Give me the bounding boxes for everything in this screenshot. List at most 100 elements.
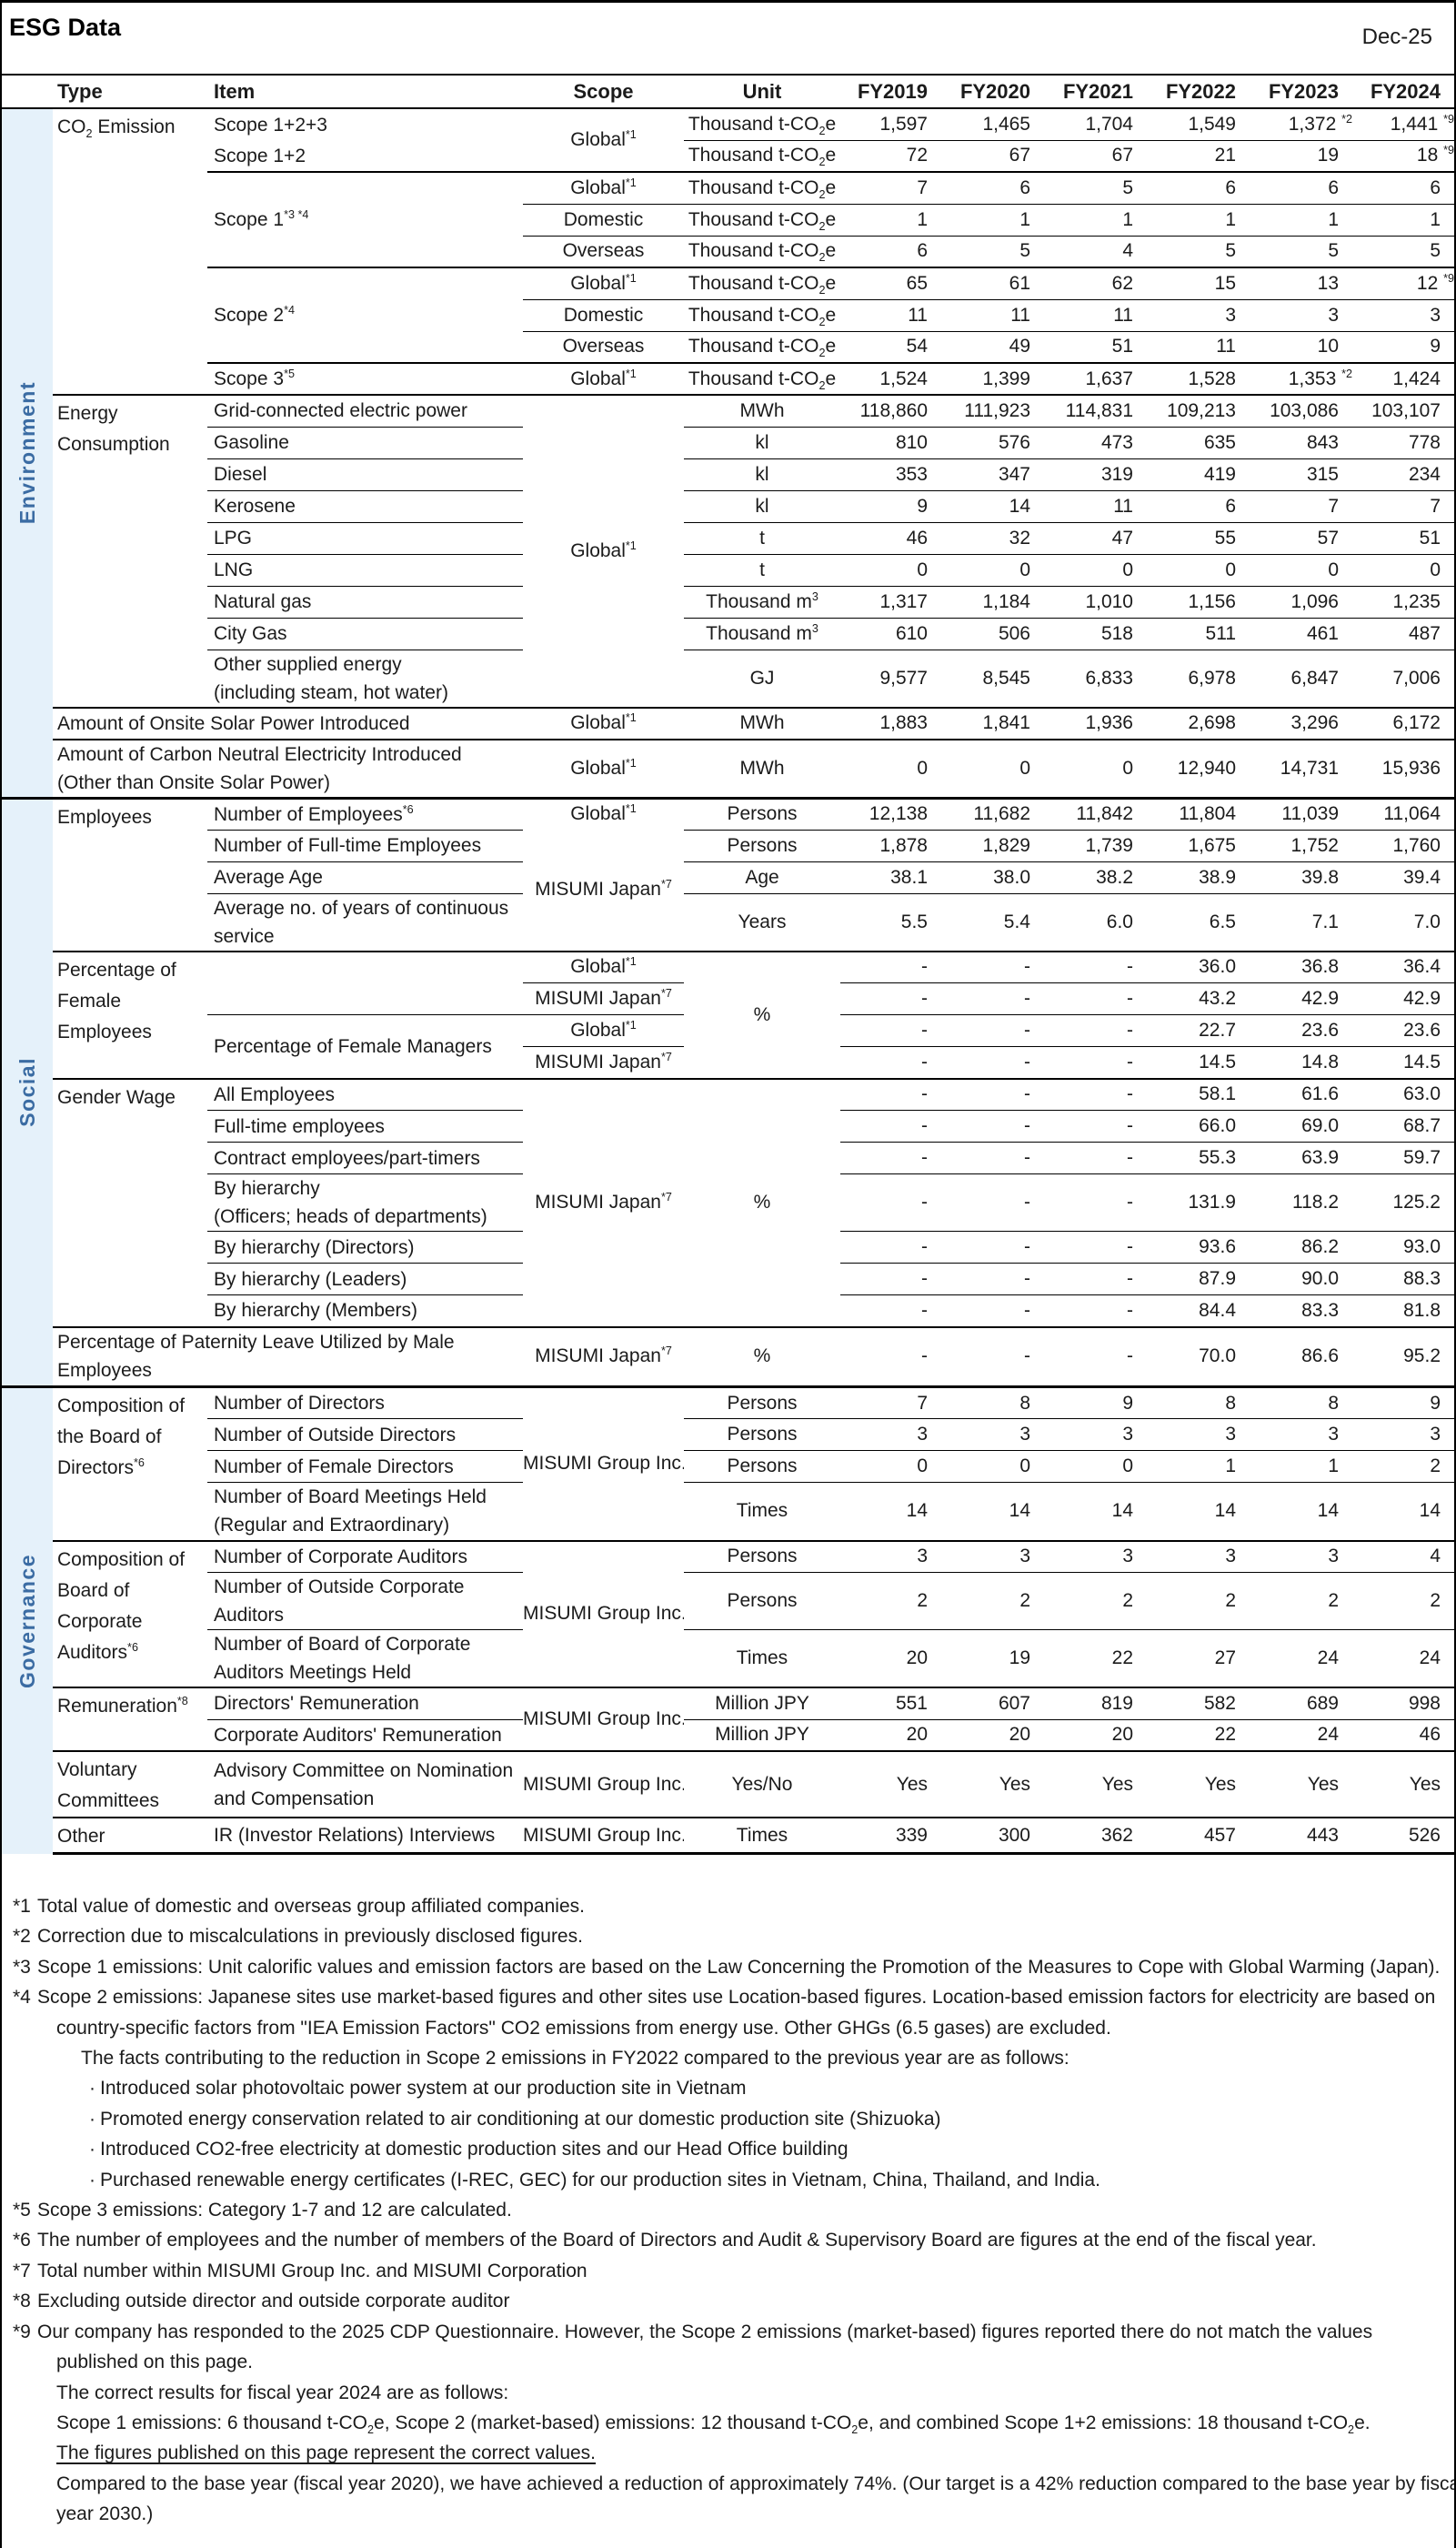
table-row: MISUMI Japan*7- - -43.2 42.9 42.9 (2, 982, 1454, 1015)
value-cell: 487 (1354, 617, 1454, 650)
value-cell: 778 (1354, 426, 1454, 458)
value-cell: 5 (1354, 235, 1454, 267)
scope-cell: Global*1 (523, 1014, 684, 1047)
value-cell: - (1046, 1263, 1149, 1295)
value-cell: 61 (943, 267, 1046, 299)
value-cell: 125.2 (1354, 1173, 1454, 1232)
item-cell: Average no. of years of continuous servic… (207, 892, 523, 952)
scope-cell: Global*1 (523, 796, 684, 830)
table-row: Number of Female Directors Persons 0 0 0 1 1 2 (2, 1450, 1454, 1483)
value-cell: 457 (1149, 1817, 1251, 1855)
value-cell: 14 (1046, 1482, 1149, 1541)
value-cell: 0 (1354, 553, 1454, 586)
footnote-line: Scope 1 emissions: 6 thousand t-CO2e, Sc… (13, 2408, 1454, 2438)
value-cell: - (943, 1142, 1046, 1174)
value-cell: 6 (1354, 171, 1454, 204)
footnote-line: · Introduced CO2-free electricity at dome… (13, 2134, 1454, 2164)
value-cell: 6 (1149, 171, 1251, 204)
type-cell: Gender Wage (53, 1077, 207, 1327)
value-cell: 36.8 (1251, 950, 1354, 983)
value-cell: 8 (1251, 1385, 1354, 1419)
footnote-text: Correction due to miscalculations in pre… (37, 1926, 583, 1948)
unit-cell: Thousand t-CO2e (684, 330, 840, 363)
col-header-fy2022: FY2022 (1149, 74, 1251, 109)
value-cell: 1,235 (1354, 585, 1454, 618)
value-cell: 7 (1354, 489, 1454, 522)
unit-cell: Times (684, 1629, 840, 1687)
value-cell: 69.0 (1251, 1110, 1354, 1143)
table-row: Overseas Thousand t-CO2e 6 5 4 5 5 5 (2, 235, 1454, 267)
value-cell: 2 (1046, 1572, 1149, 1630)
footnote-text: Scope 3 emissions: Category 1-7 and 12 a… (37, 2200, 512, 2221)
value-cell: 14.8 (1251, 1046, 1354, 1079)
value-cell: 0 (943, 553, 1046, 586)
col-header-scope: Scope (523, 74, 684, 109)
value-cell: 65 (840, 267, 943, 299)
value-cell: 1,752 (1251, 829, 1354, 861)
value-cell: - (1046, 1173, 1149, 1232)
band-header-spacer (2, 74, 53, 109)
value-cell: 6,847 (1251, 649, 1354, 708)
table-row: MISUMI Japan*7- - -14.5 14.8 14.5 (2, 1046, 1454, 1079)
unit-cell: Thousand t-CO2e (684, 203, 840, 236)
scope-cell: MISUMI Group Inc. (523, 1385, 684, 1541)
value-cell: 39.4 (1354, 861, 1454, 893)
footnote-text: The facts contributing to the reduction … (81, 2048, 1069, 2070)
type-cell: Composition of the Board of Directors*6 (53, 1385, 207, 1541)
bullet-icon: · (89, 2108, 95, 2130)
section-band-label: Environment (2, 108, 53, 798)
value-cell: 3 (1149, 1539, 1251, 1573)
footnote-line: · Introduced solar photovoltaic power sys… (13, 2073, 1454, 2103)
footnote-line: country-specific factors from "IEA Emiss… (13, 2013, 1454, 2043)
unit-cell: Thousand t-CO2e (684, 139, 840, 172)
table-header-row: Type Item Scope Unit FY2019 FY2020 FY202… (2, 74, 1454, 109)
value-cell: 14,731 (1251, 738, 1354, 798)
item-cell: Full-time employees (207, 1110, 523, 1143)
value-cell: - (840, 982, 943, 1015)
value-cell: 610 (840, 617, 943, 650)
page-title: ESG Data (9, 14, 122, 41)
col-header-item: Item (207, 74, 523, 109)
col-header-fy2020: FY2020 (943, 74, 1046, 109)
value-cell: 2 (840, 1572, 943, 1630)
table-row: Gender Wage All Employees MISUMI Japan*7% -… (2, 1077, 1454, 1327)
table-row: LNG t 0 0 0 0 0 0 (2, 553, 1454, 586)
page-header: ESG Data Dec-25 (2, 3, 1454, 74)
col-header-fy2021: FY2021 (1046, 74, 1149, 109)
value-cell: 1,936 (1046, 706, 1149, 740)
footnote-marker: *2 (13, 1926, 31, 1948)
col-header-type: Type (53, 74, 207, 109)
value-cell: 86.2 (1251, 1231, 1354, 1264)
unit-cell: Persons (684, 1385, 840, 1419)
value-cell: 506 (943, 617, 1046, 650)
value-cell: 347 (943, 458, 1046, 490)
value-cell: - (840, 1014, 943, 1047)
value-cell: 362 (1046, 1817, 1149, 1855)
footnote-9: *9 Our company has responded to the 2025 … (13, 2317, 1454, 2347)
value-cell: 518 (1046, 617, 1149, 650)
value-cell: 419 (1149, 458, 1251, 490)
value-cell: 11 (1046, 489, 1149, 522)
value-cell: 7 (1251, 489, 1354, 522)
value-cell: 0 (1046, 553, 1149, 586)
type-cell: Composition of Board of Corporate Auditors*… (53, 1539, 207, 1687)
value-cell: 6 (1149, 489, 1251, 522)
value-cell: 67 (1046, 139, 1149, 172)
unit-cell: Persons (684, 1418, 840, 1451)
value-cell: - (1046, 982, 1149, 1015)
value-cell: 3 (943, 1418, 1046, 1451)
item-cell: Percentage of Paternity Leave Utilized b… (53, 1325, 523, 1387)
table-row: Scope 1+2 Thousand t-CO2e 72 67 67 21 19 18 *9 (2, 139, 1454, 172)
item-cell: Average Age (207, 861, 523, 893)
value-cell: 12 *9 (1354, 267, 1454, 299)
table-row: LPG t 46 32 47 55 57 51 (2, 521, 1454, 554)
item-cell: By hierarchy (Directors) (207, 1231, 523, 1264)
footnote-text: country-specific factors from "IEA Emiss… (56, 2017, 1111, 2039)
value-cell: 87.9 (1149, 1263, 1251, 1295)
value-cell: 14 (1354, 1482, 1454, 1541)
value-cell: 1,829 (943, 829, 1046, 861)
value-cell: 103,086 (1251, 394, 1354, 427)
value-cell: 32 (943, 521, 1046, 554)
section-band-text: Governance (15, 1553, 39, 1688)
value-cell: 1 (1149, 1450, 1251, 1483)
